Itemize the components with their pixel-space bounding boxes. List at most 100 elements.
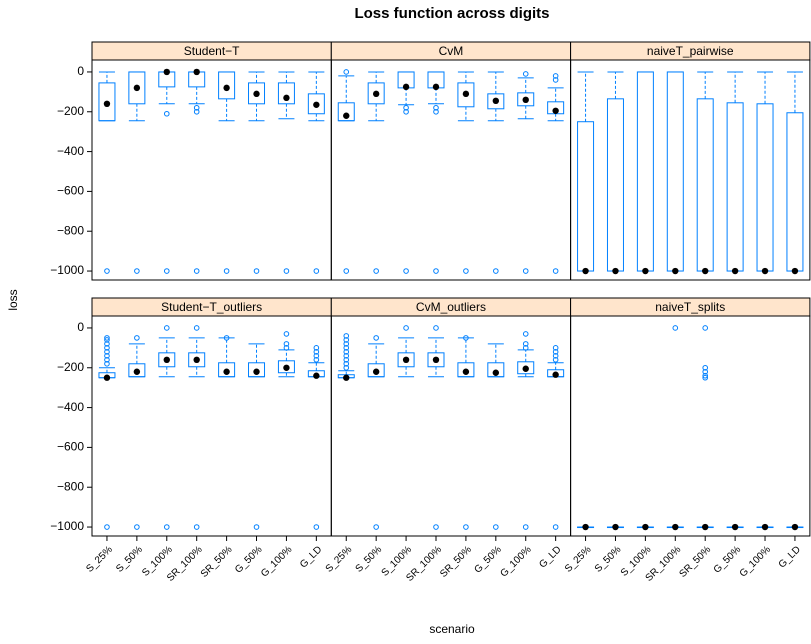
outlier [552, 77, 559, 83]
strip-label: naiveT_splits [655, 300, 725, 314]
x-tick-label: S_25% [563, 544, 594, 575]
outlier [283, 268, 290, 274]
x-tick-label: G_100% [259, 544, 294, 579]
y-tick-label: −1000 [50, 263, 84, 277]
outlier [433, 104, 439, 111]
box [158, 352, 176, 368]
median [492, 97, 500, 105]
x-tick-label: G_LD [537, 544, 563, 570]
strip-label: CvM_outliers [416, 300, 486, 314]
median [283, 364, 290, 371]
outlier [343, 345, 350, 351]
outlier [343, 364, 350, 371]
median [432, 356, 440, 364]
median [193, 68, 200, 76]
box [636, 71, 654, 272]
x-axis-label: scenario [429, 622, 475, 636]
panel [570, 315, 811, 537]
outlier [104, 524, 110, 530]
median [612, 523, 619, 531]
median [283, 94, 290, 102]
outlier [313, 268, 320, 274]
median [163, 68, 170, 76]
outlier [283, 341, 290, 347]
outlier [702, 364, 709, 371]
outlier [283, 345, 290, 351]
x-tick-label: G_100% [498, 544, 533, 579]
box [367, 363, 385, 378]
median [253, 90, 260, 98]
median [372, 368, 380, 375]
box [307, 93, 325, 115]
median [761, 523, 769, 531]
median [223, 84, 230, 92]
box [397, 352, 415, 368]
outlier [223, 268, 230, 274]
strip-label: Student−T [184, 44, 240, 58]
outlier [104, 349, 110, 355]
outlier [163, 325, 170, 331]
x-tick-label: SR_50% [199, 544, 235, 580]
box [756, 103, 774, 272]
box [128, 363, 146, 378]
y-tick-label: 0 [77, 64, 84, 78]
outlier [163, 268, 170, 274]
outlier [463, 268, 469, 274]
outlier [134, 268, 140, 274]
median [253, 368, 260, 375]
median [432, 83, 440, 91]
median [313, 101, 320, 108]
outlier [104, 353, 110, 359]
median [343, 112, 350, 119]
median [402, 356, 410, 364]
outlier [253, 524, 260, 530]
outlier [104, 345, 110, 351]
outlier [403, 268, 409, 274]
box [218, 362, 236, 378]
outlier [552, 345, 559, 351]
outlier [104, 268, 110, 274]
median [612, 267, 619, 275]
outlier [552, 357, 559, 363]
box [487, 362, 505, 378]
outlier [253, 268, 260, 274]
box [696, 98, 714, 272]
y-tick-label: −800 [57, 479, 84, 493]
outlier [433, 108, 439, 115]
median [133, 84, 141, 92]
outlier [283, 331, 290, 337]
median [791, 523, 799, 531]
outlier [313, 353, 320, 359]
y-tick-label: −600 [57, 440, 84, 454]
box [427, 352, 445, 368]
box [457, 82, 475, 108]
outlier [134, 335, 140, 341]
x-tick-label: S_25% [84, 544, 115, 575]
median [103, 100, 111, 108]
outlier [343, 69, 350, 75]
outlier [522, 345, 529, 351]
outlier [702, 368, 709, 375]
x-tick-label: SR_50% [678, 544, 714, 580]
box [248, 82, 266, 105]
outlier [104, 357, 110, 363]
median [402, 83, 410, 91]
x-tick-label: G_LD [777, 544, 803, 570]
box [606, 98, 624, 272]
outlier [373, 335, 379, 341]
y-tick-label: −1000 [50, 519, 84, 533]
x-tick-label: S_25% [324, 544, 355, 575]
y-tick-label: −800 [57, 223, 84, 237]
median [163, 356, 170, 364]
outlier [522, 71, 529, 77]
median [761, 267, 769, 275]
chart-title: Loss function across digits [354, 5, 549, 22]
outlier [163, 524, 170, 530]
box [726, 102, 744, 272]
strip-label: Student−T_outliers [161, 300, 262, 314]
median [522, 96, 529, 104]
median [372, 90, 380, 98]
outlier [552, 349, 559, 355]
panel [330, 59, 572, 281]
